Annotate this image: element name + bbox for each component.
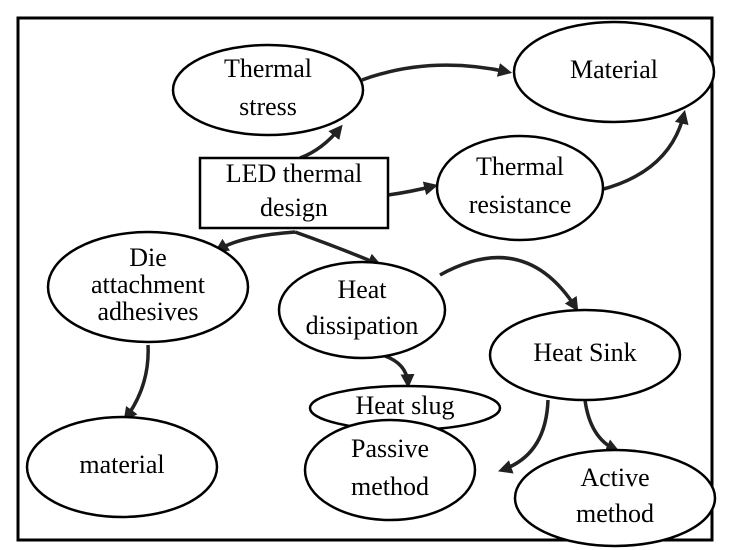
node-label: Thermal — [224, 54, 312, 83]
node-ellipse — [277, 260, 447, 360]
node-ellipse — [25, 415, 219, 519]
node-label: Passive — [351, 434, 429, 463]
node-label: method — [576, 499, 654, 528]
nodes: Thermal stress Material LED thermal design Th… — [25, 20, 717, 548]
node-label: design — [260, 193, 328, 222]
arrow — [384, 354, 415, 389]
arrow — [599, 109, 689, 192]
arrow — [498, 399, 550, 474]
node: Heat Sink — [488, 308, 682, 402]
node-label: attachment — [91, 270, 206, 299]
node: Thermal resistance — [435, 134, 605, 242]
node-label: LED thermal — [226, 159, 362, 188]
arrow — [214, 230, 296, 253]
node-label: Die — [129, 243, 167, 272]
node-ellipse — [512, 20, 716, 124]
node: material — [25, 415, 219, 519]
node: LED thermal design — [198, 156, 390, 230]
node-ellipse — [303, 418, 477, 522]
node-label: Heat — [337, 275, 387, 304]
node-label: Thermal — [476, 152, 564, 181]
node-ellipse — [488, 308, 682, 402]
node: Heat slug — [308, 384, 502, 432]
node-label: Heat slug — [356, 391, 455, 420]
arrows — [123, 63, 689, 474]
arrow — [123, 344, 150, 422]
node-label: material — [79, 450, 164, 479]
node: Thermal stress — [171, 43, 365, 137]
node-ellipse — [46, 230, 250, 344]
node: Heat dissipation — [277, 260, 447, 360]
node: Passive method — [303, 418, 477, 522]
node-label: Active — [580, 463, 649, 492]
node-label: method — [351, 472, 429, 501]
node-ellipse — [513, 448, 717, 548]
node-label: dissipation — [306, 311, 419, 340]
node-label: stress — [239, 92, 297, 121]
node-label: adhesives — [97, 297, 198, 326]
node-label: resistance — [469, 190, 572, 219]
arrow — [387, 181, 439, 197]
node: Active method — [513, 448, 717, 548]
arrow — [439, 255, 579, 312]
node-label: Material — [570, 55, 658, 84]
node-ellipse — [435, 134, 605, 242]
arrow — [294, 230, 382, 267]
arrow — [583, 399, 620, 453]
node: Material — [512, 20, 716, 124]
arrow — [361, 63, 513, 82]
node-box — [198, 156, 390, 230]
node-label: Heat Sink — [533, 338, 636, 367]
node-ellipse — [171, 43, 365, 137]
arrow — [299, 124, 343, 160]
